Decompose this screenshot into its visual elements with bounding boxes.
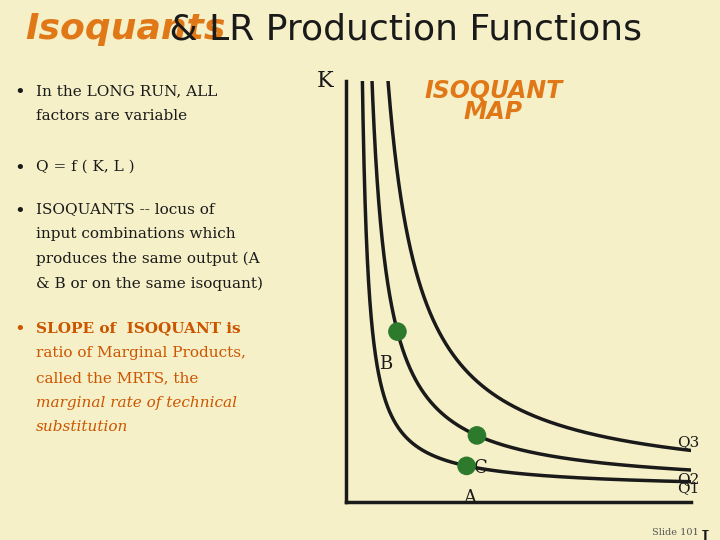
- Text: ratio of Marginal Products,: ratio of Marginal Products,: [36, 346, 246, 360]
- Text: ISOQUANT: ISOQUANT: [424, 78, 562, 102]
- Point: [392, 327, 403, 336]
- Text: B: B: [379, 355, 392, 373]
- Text: Q3: Q3: [678, 435, 700, 449]
- Text: Q1: Q1: [678, 481, 700, 495]
- Text: C: C: [474, 458, 487, 477]
- Text: ISOQUANTS -- locus of: ISOQUANTS -- locus of: [36, 202, 215, 217]
- Text: A: A: [464, 489, 477, 507]
- Text: & B or on the same isoquant): & B or on the same isoquant): [36, 276, 263, 291]
- Text: substitution: substitution: [36, 420, 128, 434]
- Text: input combinations which: input combinations which: [36, 227, 235, 241]
- Text: SLOPE of  ISOQUANT is: SLOPE of ISOQUANT is: [36, 321, 240, 335]
- Text: called the MRTS, the: called the MRTS, the: [36, 371, 199, 385]
- Text: Isoquants: Isoquants: [25, 12, 225, 46]
- Text: Q2: Q2: [678, 472, 700, 487]
- Text: & LR Production Functions: & LR Production Functions: [158, 12, 642, 46]
- Text: L: L: [701, 529, 716, 540]
- Text: produces the same output (A: produces the same output (A: [36, 252, 260, 266]
- Text: •: •: [14, 202, 25, 221]
- Text: •: •: [14, 321, 25, 340]
- Text: In the LONG RUN, ALL: In the LONG RUN, ALL: [36, 84, 217, 98]
- Text: Slide 101: Slide 101: [652, 528, 698, 537]
- Text: Q = f ( K, L ): Q = f ( K, L ): [36, 160, 135, 174]
- Text: marginal rate of technical: marginal rate of technical: [36, 395, 237, 409]
- Text: •: •: [14, 84, 25, 102]
- Text: K: K: [317, 70, 333, 92]
- Point: [461, 462, 472, 470]
- Text: factors are variable: factors are variable: [36, 109, 187, 123]
- Text: MAP: MAP: [464, 100, 523, 124]
- Text: •: •: [14, 160, 25, 178]
- Point: [471, 431, 482, 440]
